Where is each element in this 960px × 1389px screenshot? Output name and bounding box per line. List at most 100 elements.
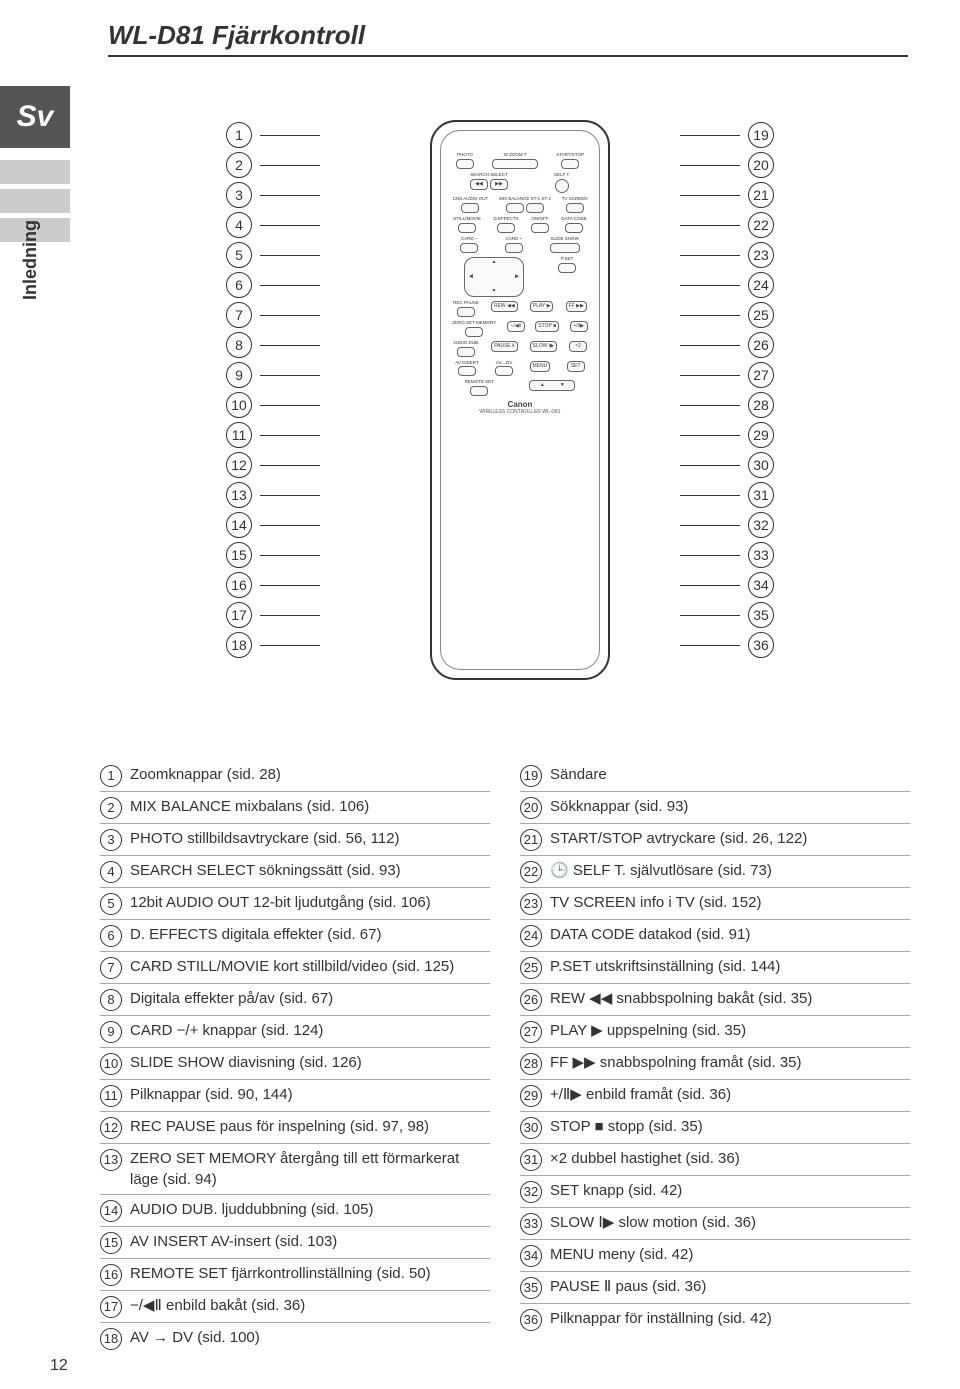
callout-left-16: 16	[226, 570, 320, 600]
callout-right-33: 33	[680, 540, 774, 570]
btn-label: ZERO SET MEMORY	[452, 321, 496, 326]
legend-number: 32	[520, 1181, 542, 1203]
legend-number: 15	[100, 1232, 122, 1254]
callout-right-30: 30	[680, 450, 774, 480]
callout-right-21: 21	[680, 180, 774, 210]
audio-dub-button	[457, 347, 475, 357]
still-movie-button	[458, 223, 476, 233]
callout-right-27: 27	[680, 360, 774, 390]
legend-item-1: 1Zoomknappar (sid. 28)	[100, 760, 490, 792]
legend-number: 5	[100, 893, 122, 915]
callout-number: 30	[748, 452, 774, 478]
callout-line	[680, 615, 740, 616]
search-next: ▶▶	[490, 179, 508, 190]
pset-button	[558, 263, 576, 273]
legend-text: AUDIO DUB. ljuddubbning (sid. 105)	[130, 1199, 490, 1220]
legend-number: 4	[100, 861, 122, 883]
callout-left-17: 17	[226, 600, 320, 630]
legend-item-3: 3PHOTO stillbildsavtryckare (sid. 56, 11…	[100, 824, 490, 856]
callout-right-36: 36	[680, 630, 774, 660]
pause-button: PAUSE Ⅱ	[491, 341, 517, 352]
legend-text: REMOTE SET fjärrkontrollinställning (sid…	[130, 1263, 490, 1284]
callout-left-1: 1	[226, 120, 320, 150]
legend-item-35: 35PAUSE Ⅱ paus (sid. 36)	[520, 1272, 910, 1304]
btn-label: P.SET	[561, 257, 573, 262]
callout-left-9: 9	[226, 360, 320, 390]
callout-number: 29	[748, 422, 774, 448]
section-label: Inledning	[20, 220, 41, 300]
legend-item-6: 6D. EFFECTS digitala effekter (sid. 67)	[100, 920, 490, 952]
btn-label: REC PAUSE	[453, 301, 479, 306]
callout-left-4: 4	[226, 210, 320, 240]
btn-label: D.EFFECTS	[493, 217, 518, 222]
legend-number: 20	[520, 797, 542, 819]
callout-number: 14	[226, 512, 252, 538]
legend-item-25: 25P.SET utskriftsinställning (sid. 144)	[520, 952, 910, 984]
callout-right-34: 34	[680, 570, 774, 600]
legend-text: PLAY ▶ uppspelning (sid. 35)	[550, 1020, 910, 1041]
callout-left-15: 15	[226, 540, 320, 570]
callout-right-29: 29	[680, 420, 774, 450]
tv-screen-button	[566, 203, 584, 213]
legend-number: 29	[520, 1085, 542, 1107]
callout-line	[680, 495, 740, 496]
callout-left-2: 2	[226, 150, 320, 180]
callout-number: 6	[226, 272, 252, 298]
callout-left-3: 3	[226, 180, 320, 210]
callout-number: 28	[748, 392, 774, 418]
legend-item-20: 20Sökknappar (sid. 93)	[520, 792, 910, 824]
callout-right-22: 22	[680, 210, 774, 240]
remote-set-button	[470, 386, 488, 396]
callout-right-26: 26	[680, 330, 774, 360]
legend-number: 27	[520, 1021, 542, 1043]
callout-number: 10	[226, 392, 252, 418]
photo-button	[456, 159, 474, 169]
legend-text: AV → DV (sid. 100)	[130, 1327, 490, 1348]
btn-label: AV→DV	[496, 361, 512, 366]
callout-number: 16	[226, 572, 252, 598]
legend-number: 12	[100, 1117, 122, 1139]
legend-item-17: 17−/◀Ⅱ enbild bakåt (sid. 36)	[100, 1291, 490, 1323]
legend-number: 14	[100, 1200, 122, 1222]
callout-line	[260, 225, 320, 226]
legend-text: P.SET utskriftsinställning (sid. 144)	[550, 956, 910, 977]
legend-text: SLOW Ⅰ▶ slow motion (sid. 36)	[550, 1212, 910, 1233]
legend-number: 7	[100, 957, 122, 979]
callout-number: 23	[748, 242, 774, 268]
set-button: SET	[567, 361, 585, 372]
language-tab: Sv	[0, 86, 70, 148]
callout-left-7: 7	[226, 300, 320, 330]
rew-button: REW ◀◀	[491, 301, 518, 312]
legend-text: Sändare	[550, 764, 910, 785]
callout-line	[680, 285, 740, 286]
callout-left-8: 8	[226, 330, 320, 360]
btn-label: PHOTO	[457, 153, 473, 158]
legend-item-16: 16REMOTE SET fjärrkontrollinställning (s…	[100, 1259, 490, 1291]
legend: 1Zoomknappar (sid. 28)2MIX BALANCE mixba…	[100, 760, 910, 1354]
callout-number: 26	[748, 332, 774, 358]
legend-item-19: 19Sändare	[520, 760, 910, 792]
callout-left-12: 12	[226, 450, 320, 480]
legend-number: 30	[520, 1117, 542, 1139]
nav-pad: ▲ ▼ ◀ ▶	[464, 257, 524, 297]
onoff-button	[531, 223, 549, 233]
callout-line	[260, 195, 320, 196]
legend-number: 3	[100, 829, 122, 851]
legend-number: 1	[100, 765, 122, 787]
legend-item-36: 36Pilknappar för inställning (sid. 42)	[520, 1304, 910, 1335]
callout-number: 5	[226, 242, 252, 268]
legend-number: 31	[520, 1149, 542, 1171]
legend-item-18: 18AV → DV (sid. 100)	[100, 1323, 490, 1354]
legend-text: FF ▶▶ snabbspolning framåt (sid. 35)	[550, 1052, 910, 1073]
callout-number: 21	[748, 182, 774, 208]
callout-number: 24	[748, 272, 774, 298]
callout-right-25: 25	[680, 300, 774, 330]
callout-right-28: 28	[680, 390, 774, 420]
legend-item-14: 14 AUDIO DUB. ljuddubbning (sid. 105)	[100, 1195, 490, 1227]
legend-item-4: 4SEARCH SELECT sökningssätt (sid. 93)	[100, 856, 490, 888]
callout-line	[260, 645, 320, 646]
legend-col-left: 1Zoomknappar (sid. 28)2MIX BALANCE mixba…	[100, 760, 490, 1354]
legend-number: 24	[520, 925, 542, 947]
legend-number: 22	[520, 861, 542, 883]
legend-item-15: 15AV INSERT AV-insert (sid. 103)	[100, 1227, 490, 1259]
